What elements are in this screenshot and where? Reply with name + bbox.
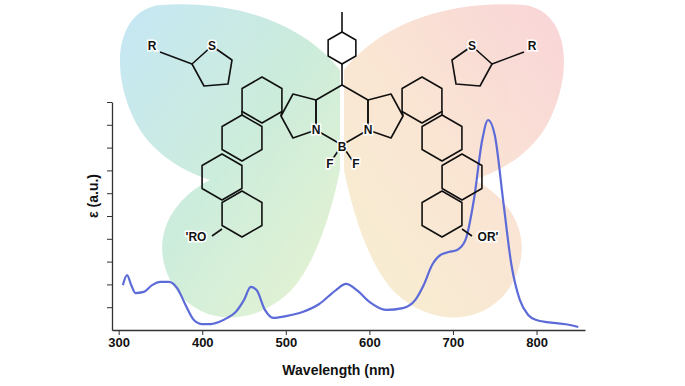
wing-right bbox=[344, 4, 564, 317]
x-tick-label: 800 bbox=[526, 335, 548, 350]
bond bbox=[441, 111, 443, 115]
bond bbox=[492, 52, 524, 64]
y-tick bbox=[107, 216, 112, 217]
y-tick-mark bbox=[107, 193, 112, 194]
y-tick bbox=[107, 125, 112, 126]
spectrum-line bbox=[123, 120, 578, 327]
x-tick-label: 400 bbox=[192, 335, 214, 350]
ring bbox=[328, 32, 356, 64]
y-tick bbox=[107, 148, 112, 149]
plot-area bbox=[123, 120, 578, 327]
atom-label: F bbox=[326, 157, 333, 171]
atom-label: OR' bbox=[478, 230, 499, 244]
ring bbox=[202, 154, 242, 200]
atom-label: B bbox=[338, 140, 347, 154]
atom-label: R bbox=[148, 39, 157, 53]
bond bbox=[402, 111, 403, 116]
atom-label: 'RO bbox=[186, 230, 207, 244]
ring bbox=[422, 191, 462, 237]
wing-left bbox=[120, 4, 340, 317]
y-tick-mark bbox=[107, 239, 112, 240]
atom-label: S bbox=[468, 39, 476, 53]
y-tick bbox=[107, 284, 112, 285]
x-tick: 600 bbox=[359, 330, 381, 350]
x-tick-label: 300 bbox=[108, 335, 130, 350]
x-axis: 300 400 500 600 700 800 bbox=[108, 330, 585, 350]
x-axis-title: Wavelength (nm) bbox=[282, 362, 394, 378]
bond bbox=[160, 52, 192, 64]
x-tick: 800 bbox=[526, 330, 548, 350]
y-axis-title: ε (a.u.) bbox=[85, 174, 101, 218]
ring bbox=[368, 94, 403, 138]
x-tick: 500 bbox=[275, 330, 297, 350]
atom-label: S bbox=[208, 39, 216, 53]
atom-label: N bbox=[364, 123, 373, 137]
atom-labels: R S N BF F N S R 'RO OR' bbox=[148, 39, 537, 244]
ring bbox=[422, 115, 462, 161]
chart: 300 400 500 600 700 800 Wavelength (nm) ε (a.u.… bbox=[0, 0, 685, 386]
atom-label: F bbox=[352, 157, 359, 171]
x-axis-line bbox=[113, 330, 586, 331]
ring bbox=[222, 115, 262, 161]
ring bbox=[442, 154, 482, 200]
y-axis bbox=[107, 103, 113, 331]
x-tick: 700 bbox=[443, 330, 465, 350]
bond bbox=[241, 111, 243, 115]
y-tick-mark bbox=[107, 307, 112, 308]
y-tick-mark bbox=[107, 125, 112, 126]
y-tick-mark bbox=[107, 284, 112, 285]
ring bbox=[242, 77, 282, 123]
ring bbox=[222, 191, 262, 237]
y-tick bbox=[107, 170, 112, 171]
bond bbox=[341, 12, 343, 32]
y-tick-mark bbox=[107, 148, 112, 149]
atom-label: R bbox=[528, 39, 537, 53]
bond bbox=[341, 64, 343, 85]
y-tick bbox=[107, 262, 112, 263]
y-tick-mark bbox=[107, 216, 112, 217]
y-axis-line bbox=[112, 103, 113, 331]
x-tick: 400 bbox=[192, 330, 214, 350]
y-tick-mark bbox=[107, 102, 112, 103]
y-tick bbox=[107, 193, 112, 194]
y-tick bbox=[107, 307, 112, 308]
y-tick-mark bbox=[107, 170, 112, 171]
y-tick bbox=[107, 239, 112, 240]
x-tick-label: 500 bbox=[275, 335, 297, 350]
molecule bbox=[160, 12, 524, 237]
bond bbox=[281, 111, 282, 116]
y-tick-mark bbox=[107, 262, 112, 263]
x-tick-label: 600 bbox=[359, 335, 381, 350]
atom-label: N bbox=[312, 123, 321, 137]
bond bbox=[212, 229, 222, 236]
bond bbox=[462, 229, 472, 236]
x-tick-label: 700 bbox=[443, 335, 465, 350]
y-tick bbox=[107, 102, 112, 103]
ring bbox=[316, 85, 368, 145]
x-tick: 300 bbox=[108, 330, 130, 350]
ring bbox=[402, 77, 442, 123]
